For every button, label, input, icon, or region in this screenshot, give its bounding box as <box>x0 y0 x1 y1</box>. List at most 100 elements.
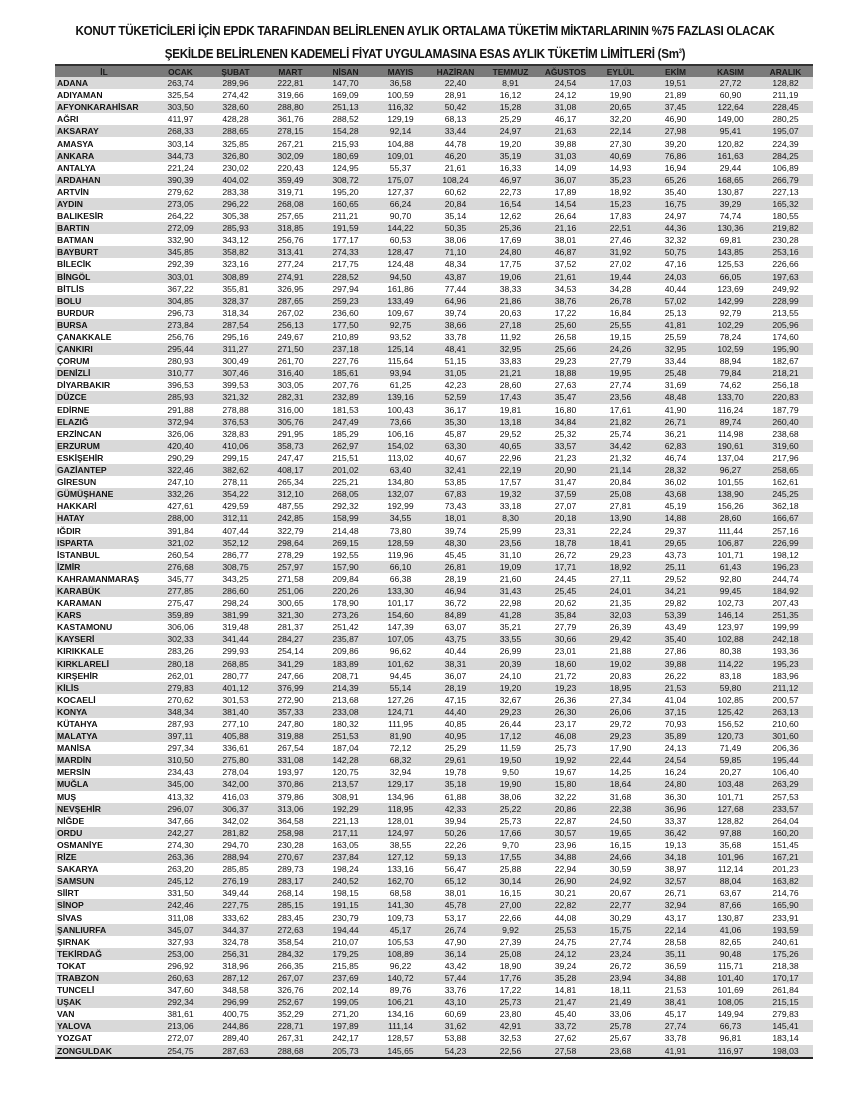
monthly-limit-cell: 182,67 <box>772 356 799 367</box>
monthly-limit-cell: 24,97 <box>664 211 687 222</box>
monthly-limit-cell: 45,40 <box>554 1009 577 1020</box>
monthly-limit-cell: 25,13 <box>664 307 687 318</box>
table-row: İZMİR 276,68 308,75 257,97 157,90 66,10 26,81 1… <box>55 560 813 573</box>
monthly-limit-cell: 114,22 <box>703 657 758 670</box>
monthly-limit-cell: 20,18 <box>538 512 593 525</box>
monthly-limit-cell: 287,65 <box>263 294 318 307</box>
monthly-limit-cell: 133,70 <box>703 391 758 404</box>
monthly-limit-cell: 46,20 <box>428 149 483 162</box>
monthly-limit-cell: 287,54 <box>208 318 263 331</box>
table-row: BARTIN 272,09 285,93 318,85 191,59 144,22 50,3… <box>55 222 813 235</box>
column-header: ŞUBAT <box>208 64 263 77</box>
monthly-limit-cell: 27,34 <box>609 694 632 705</box>
monthly-limit-cell: 38,01 <box>554 235 577 246</box>
monthly-limit-cell: 9,50 <box>502 767 519 778</box>
monthly-limit-cell: 28,60 <box>703 512 758 525</box>
monthly-limit-cell: 342,00 <box>208 778 263 791</box>
monthly-limit-cell: 323,16 <box>222 259 249 270</box>
table-row: MALATYA 397,11 405,88 319,88 251,53 81,90 40,9… <box>55 730 813 743</box>
monthly-limit-cell: 220,83 <box>758 391 813 404</box>
monthly-limit-cell: 183,14 <box>772 1033 799 1044</box>
table-row: KARABÜK 277,85 286,60 251,06 220,26 133,30 46,… <box>55 584 813 598</box>
monthly-limit-cell: 45,78 <box>428 899 483 912</box>
monthly-limit-cell: 26,78 <box>593 294 648 307</box>
table-row: KOCAELİ 270,62 301,53 272,90 213,68 127,26 47,… <box>55 694 813 706</box>
monthly-limit-cell: 26,22 <box>664 670 687 681</box>
monthly-limit-cell: 30,66 <box>538 633 593 646</box>
monthly-limit-cell: 319,66 <box>277 90 304 101</box>
monthly-limit-cell: 296,07 <box>153 802 208 815</box>
monthly-limit-cell: 25,74 <box>609 428 632 439</box>
monthly-limit-cell: 328,83 <box>222 428 249 439</box>
monthly-limit-cell: 34,88 <box>538 851 593 864</box>
province-name: KAHRAMANMARAŞ <box>57 573 140 584</box>
monthly-limit-cell: 184,92 <box>758 584 813 598</box>
monthly-limit-cell: 62,83 <box>648 439 703 452</box>
monthly-limit-cell: 20,83 <box>609 670 632 681</box>
monthly-limit-cell: 13,18 <box>483 415 538 428</box>
monthly-limit-cell: 46,94 <box>428 584 483 598</box>
monthly-limit-cell: 8,91 <box>483 77 538 90</box>
monthly-limit-cell: 33,06 <box>609 1009 632 1020</box>
monthly-limit-cell: 35,28 <box>538 971 593 985</box>
province-name: İZMİR <box>55 560 153 573</box>
monthly-limit-cell: 44,40 <box>428 705 483 718</box>
monthly-limit-cell: 22,14 <box>648 923 703 936</box>
monthly-limit-cell: 23,17 <box>554 719 577 730</box>
monthly-limit-cell: 105,53 <box>387 936 414 947</box>
monthly-limit-cell: 24,03 <box>648 270 703 283</box>
monthly-limit-cell: 345,07 <box>153 923 208 936</box>
monthly-limit-cell: 367,22 <box>167 283 194 294</box>
monthly-limit-cell: 242,46 <box>153 899 208 912</box>
table-row: ADIYAMAN 325,54 274,42 319,66 169,09 100,59 28… <box>55 89 813 101</box>
province-name: KÜTAHYA <box>57 719 98 730</box>
monthly-limit-cell: 24,10 <box>499 670 522 681</box>
monthly-limit-cell: 43,17 <box>664 912 687 923</box>
title-line-2-text: ŞEKİLDE BELİRLENEN KADEMELİ FİYAT UYGULA… <box>164 47 679 61</box>
monthly-limit-cell: 326,80 <box>208 149 263 162</box>
monthly-limit-cell: 18,64 <box>593 778 648 791</box>
monthly-limit-cell: 407,44 <box>222 525 249 536</box>
monthly-limit-cell: 139,16 <box>373 391 428 404</box>
monthly-limit-cell: 200,57 <box>772 694 799 705</box>
monthly-limit-cell: 36,72 <box>444 598 467 609</box>
monthly-limit-cell: 133,30 <box>373 584 428 598</box>
monthly-limit-cell: 14,88 <box>648 512 703 525</box>
table-row: SAMSUN 245,12 276,19 283,17 240,52 162,70 65,1… <box>55 875 813 888</box>
monthly-limit-cell: 54,23 <box>428 1044 483 1059</box>
monthly-limit-cell: 63,30 <box>428 439 483 452</box>
monthly-limit-cell: 21,61 <box>444 162 467 173</box>
monthly-limit-cell: 35,84 <box>538 609 593 622</box>
monthly-limit-cell: 258,65 <box>758 464 813 477</box>
monthly-limit-cell: 20,84 <box>428 197 483 211</box>
monthly-limit-cell: 280,25 <box>772 114 799 125</box>
province-name: KOCAELİ <box>57 694 96 705</box>
monthly-limit-cell: 256,18 <box>772 380 799 391</box>
monthly-limit-cell: 370,86 <box>263 778 318 791</box>
monthly-limit-cell: 36,21 <box>664 428 687 439</box>
monthly-limit-cell: 247,47 <box>277 452 304 463</box>
monthly-limit-cell: 352,29 <box>277 1009 304 1020</box>
monthly-limit-cell: 17,57 <box>499 477 522 488</box>
monthly-limit-cell: 109,01 <box>373 149 428 162</box>
monthly-limit-cell: 24,13 <box>664 743 687 754</box>
monthly-limit-cell: 39,24 <box>554 960 577 971</box>
column-header: MART <box>263 64 318 77</box>
monthly-limit-cell: 25,88 <box>499 864 522 875</box>
monthly-limit-cell: 219,82 <box>758 222 813 235</box>
monthly-limit-cell: 40,44 <box>664 283 687 294</box>
province-name: MARDİN <box>55 754 153 767</box>
monthly-limit-cell: 300,65 <box>277 598 304 609</box>
province-name: BOLU <box>55 294 153 307</box>
monthly-limit-cell: 50,75 <box>648 246 703 259</box>
monthly-limit-cell: 32,03 <box>593 609 648 622</box>
monthly-limit-cell: 16,54 <box>483 197 538 211</box>
monthly-limit-cell: 27,86 <box>664 646 687 657</box>
monthly-limit-cell: 28,91 <box>444 90 467 101</box>
monthly-limit-cell: 183,89 <box>318 657 373 670</box>
province-name: NİĞDE <box>57 815 85 826</box>
monthly-limit-cell: 25,22 <box>483 802 538 815</box>
monthly-limit-cell: 14,54 <box>538 197 593 211</box>
monthly-limit-cell: 29,82 <box>664 598 687 609</box>
monthly-limit-cell: 25,55 <box>593 318 648 331</box>
